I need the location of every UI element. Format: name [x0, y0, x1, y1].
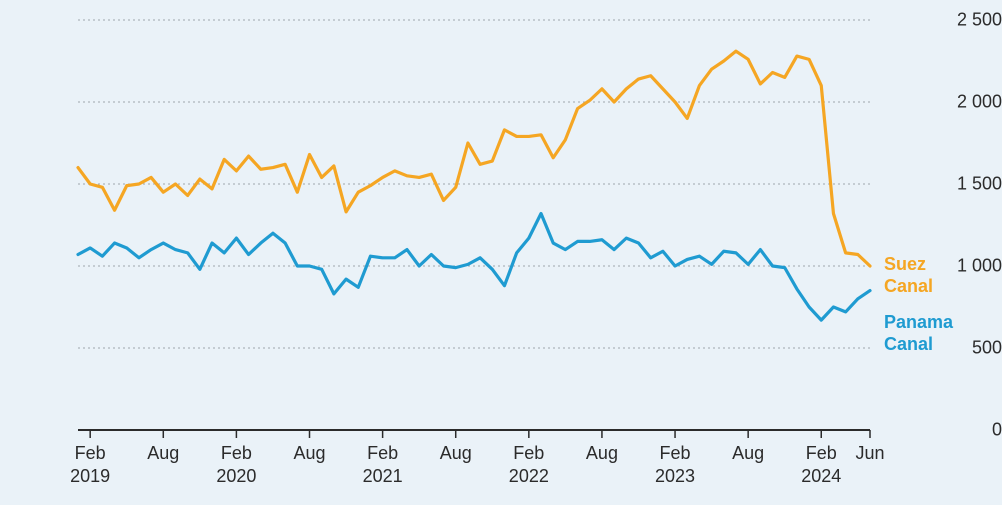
x-tick-label: Feb2021	[363, 442, 403, 489]
x-tick-label: Feb2019	[70, 442, 110, 489]
x-tick-label: Aug	[732, 442, 764, 465]
y-tick-label: 0	[936, 420, 1002, 441]
legend-suez: Suez Canal	[884, 254, 933, 297]
legend-panama-l2: Canal	[884, 334, 933, 354]
chart-svg	[0, 0, 1002, 505]
x-tick-label: Aug	[440, 442, 472, 465]
x-tick-label: Feb2020	[216, 442, 256, 489]
legend-suez-l1: Suez	[884, 254, 926, 274]
legend-panama-l1: Panama	[884, 312, 953, 332]
x-tick-label: Feb2023	[655, 442, 695, 489]
legend-panama: Panama Canal	[884, 312, 953, 355]
y-tick-label: 1 500	[936, 174, 1002, 195]
x-tick-label: Aug	[147, 442, 179, 465]
canal-transit-chart: 05001 0001 5002 0002 500 Feb2019AugFeb20…	[0, 0, 1002, 505]
x-tick-label: Aug	[586, 442, 618, 465]
x-tick-label: Feb2022	[509, 442, 549, 489]
legend-suez-l2: Canal	[884, 276, 933, 296]
y-tick-label: 2 000	[936, 92, 1002, 113]
y-tick-label: 1 000	[936, 256, 1002, 277]
y-tick-label: 2 500	[936, 10, 1002, 31]
x-tick-label: Feb2024	[801, 442, 841, 489]
x-tick-label: Jun	[855, 442, 884, 465]
x-tick-label: Aug	[293, 442, 325, 465]
